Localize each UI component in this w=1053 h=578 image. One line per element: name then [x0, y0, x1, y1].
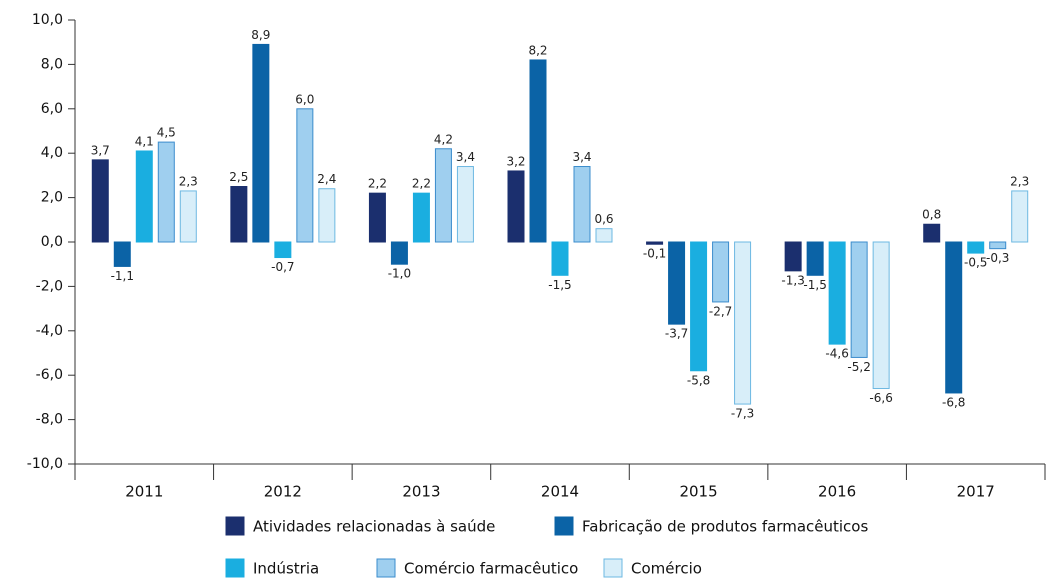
bar — [850, 241, 868, 358]
y-tick-label: 8,0 — [41, 56, 63, 72]
bar — [828, 241, 846, 345]
value-label: -5,8 — [687, 373, 710, 387]
bar — [91, 159, 109, 243]
value-label: -5,2 — [847, 360, 870, 374]
legend-swatch — [225, 558, 245, 578]
value-label: 3,4 — [456, 150, 475, 164]
legend-label: Comércio farmacêutico — [404, 560, 578, 578]
y-tick-label: 2,0 — [41, 190, 63, 206]
bar — [434, 148, 452, 243]
legend-swatch — [554, 516, 574, 536]
bar — [923, 223, 941, 243]
bar — [230, 186, 248, 243]
value-label: -1,5 — [548, 278, 571, 292]
value-label: 8,2 — [528, 43, 547, 57]
bar — [412, 192, 430, 243]
bar — [296, 108, 314, 243]
bar — [668, 241, 686, 325]
legend-swatch — [225, 516, 245, 536]
bar — [967, 241, 985, 254]
legend-swatch — [376, 558, 396, 578]
value-label: 0,8 — [922, 208, 941, 222]
y-tick-label: 6,0 — [41, 101, 63, 117]
y-tick-label: 4,0 — [41, 145, 63, 161]
y-tick-label: 0,0 — [41, 234, 63, 250]
y-tick-label: -6,0 — [36, 367, 63, 383]
value-label: -7,3 — [731, 407, 754, 421]
value-label: 3,2 — [506, 154, 525, 168]
legend-swatch — [603, 558, 623, 578]
value-label: -1,0 — [388, 267, 411, 281]
bar — [573, 166, 591, 243]
value-label: -3,7 — [665, 327, 688, 341]
bar — [157, 141, 175, 243]
bar — [945, 241, 963, 394]
bar — [989, 241, 1007, 250]
value-label: 3,4 — [572, 150, 591, 164]
x-tick-label: 2012 — [264, 483, 302, 501]
x-tick-label: 2015 — [679, 483, 717, 501]
value-label: 2,5 — [229, 170, 248, 184]
bar — [1011, 190, 1029, 243]
value-label: 4,2 — [434, 132, 453, 146]
bar — [368, 192, 386, 243]
bar — [179, 190, 197, 243]
value-label: -2,7 — [709, 304, 732, 318]
bar — [595, 228, 613, 243]
bar — [113, 241, 131, 267]
bar — [784, 241, 802, 272]
bar — [135, 150, 153, 243]
value-label: 2,3 — [179, 174, 198, 188]
x-tick-label: 2014 — [541, 483, 579, 501]
value-label: -6,6 — [869, 391, 892, 405]
y-tick-label: -10,0 — [27, 456, 63, 472]
y-tick-label: 10,0 — [32, 12, 63, 28]
value-label: -0,3 — [986, 251, 1009, 265]
value-label: -4,6 — [825, 347, 848, 361]
value-label: 4,5 — [157, 126, 176, 140]
bar — [806, 241, 824, 276]
value-label: -1,5 — [803, 278, 826, 292]
bar — [646, 241, 664, 245]
y-tick-label: -2,0 — [36, 278, 63, 294]
value-label: -0,1 — [643, 247, 666, 261]
value-label: 3,7 — [91, 143, 110, 157]
value-label: 2,4 — [317, 172, 336, 186]
legend-label: Indústria — [253, 560, 319, 578]
bar — [690, 241, 708, 372]
value-label: 2,2 — [412, 177, 431, 191]
legend-label: Fabricação de produtos farmacêuticos — [582, 518, 868, 536]
bar — [274, 241, 292, 259]
value-label: 6,0 — [295, 92, 314, 106]
value-label: -0,7 — [271, 260, 294, 274]
bar — [551, 241, 569, 276]
y-tick-label: -8,0 — [36, 412, 63, 428]
value-label: -1,1 — [111, 269, 134, 283]
legend-label: Comércio — [631, 560, 702, 578]
value-label: 2,2 — [368, 177, 387, 191]
bar — [390, 241, 408, 265]
value-label: 8,9 — [251, 28, 270, 42]
bar — [318, 188, 336, 243]
bar — [734, 241, 752, 405]
legend-label: Atividades relacionadas à saúde — [253, 518, 495, 536]
y-tick-label: -4,0 — [36, 323, 63, 339]
bar — [529, 59, 547, 243]
bar — [507, 170, 525, 243]
value-label: -1,3 — [781, 273, 804, 287]
bar — [872, 241, 890, 390]
value-label: 2,3 — [1010, 174, 1029, 188]
value-label: 4,1 — [135, 134, 154, 148]
bar — [712, 241, 730, 303]
x-tick-label: 2011 — [125, 483, 163, 501]
x-tick-label: 2013 — [402, 483, 440, 501]
value-label: -6,8 — [942, 395, 965, 409]
bar — [456, 166, 474, 243]
x-tick-label: 2016 — [818, 483, 856, 501]
value-label: 0,6 — [594, 212, 613, 226]
value-label: -0,5 — [964, 256, 987, 270]
bar — [252, 43, 270, 243]
x-tick-label: 2017 — [957, 483, 995, 501]
